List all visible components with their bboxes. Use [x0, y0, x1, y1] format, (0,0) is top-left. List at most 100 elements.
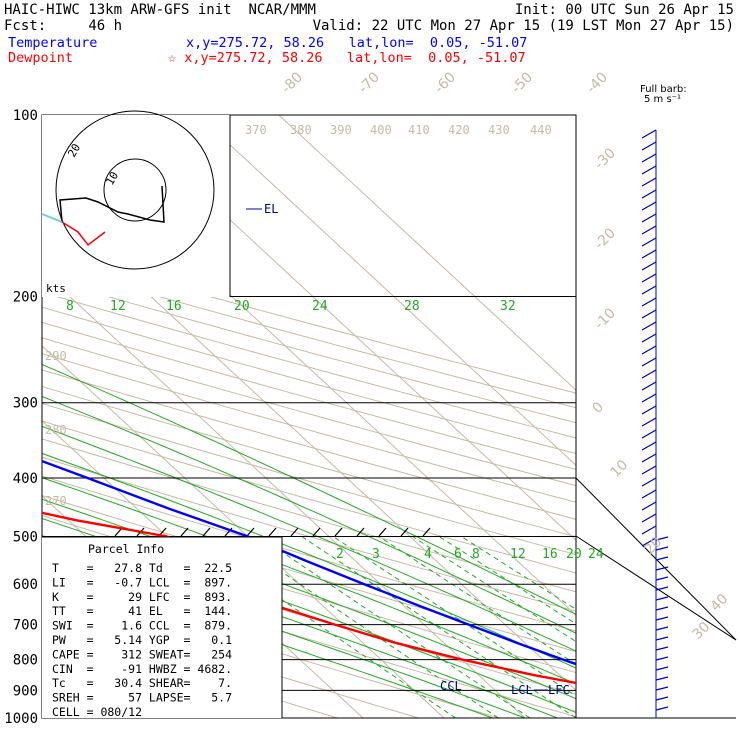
dry-adiabat-line — [42, 475, 576, 632]
isotherm-label: 0 — [590, 399, 608, 417]
wind-barb — [641, 201, 657, 211]
wind-barb — [655, 616, 669, 621]
wind-barb — [641, 465, 657, 475]
wind-barb — [641, 369, 657, 379]
hatch-mark — [268, 527, 277, 537]
wind-barb — [655, 666, 669, 671]
hatch-mark — [246, 527, 255, 537]
parcel-info-title: Parcel Info — [88, 542, 164, 556]
init-time: Init: 00 UTC Sun 26 Apr 15 — [514, 2, 734, 18]
hatch-mark — [334, 527, 343, 537]
isotherm-label: -70 — [356, 69, 383, 96]
header-line-2: Fcst: 46 h — [4, 18, 122, 34]
dry-adiabat-line — [42, 263, 576, 409]
mixing-ratio-label: 16 — [542, 547, 558, 562]
isotherm-line — [278, 115, 576, 391]
wind-barb — [641, 405, 657, 415]
fcst-value: 46 h — [88, 18, 123, 34]
wind-barb — [655, 596, 669, 601]
mixing-ratio-line — [332, 536, 576, 697]
wind-barb — [655, 606, 669, 611]
wind-barb — [641, 321, 657, 331]
wind-barb — [641, 273, 657, 283]
wind-barb — [641, 489, 657, 499]
wind-barb — [655, 546, 669, 551]
hodograph-units: kts — [46, 282, 66, 295]
pressure-tick-label: 700 — [13, 618, 38, 634]
mixing-ratio-label: 24 — [312, 299, 328, 314]
isotherm-line — [42, 345, 445, 718]
hatch-mark — [202, 527, 211, 537]
wind-barb — [641, 249, 657, 259]
isotherm-label: 20 — [642, 534, 666, 558]
valid-time: Valid: 22 UTC Mon 27 Apr 15 (19 LST Mon … — [312, 18, 734, 34]
theta-label: 420 — [448, 123, 470, 137]
wind-barb — [641, 513, 657, 523]
parcel-row: CAPE = 312 SWEAT= 254 — [52, 647, 232, 661]
pressure-tick-label: 100 — [13, 108, 38, 124]
hatch-mark — [400, 527, 409, 537]
level-label-el: EL — [264, 202, 278, 216]
wind-barb — [641, 237, 657, 247]
temperature-latlon: 0.05, -51.07 — [429, 35, 528, 51]
mixing-ratio-line — [301, 536, 576, 718]
mixing-ratio-label: 32 — [500, 299, 516, 314]
mixing-ratio-label: 6 — [454, 547, 462, 562]
theta-label: 440 — [530, 123, 552, 137]
legend-temperature-xy: x,y=275.72, 58.26 lat,lon= 0.05, -51.07 — [186, 35, 527, 51]
pressure-tick-label: 800 — [13, 653, 38, 669]
wind-barb — [655, 636, 669, 641]
org-label: NCAR/MMM — [248, 2, 316, 18]
wind-barb — [655, 696, 669, 701]
hatch-mark — [378, 527, 387, 537]
isotherm-label: -60 — [432, 69, 459, 96]
wind-barb — [641, 357, 657, 367]
hodograph-ring-label: 10 — [103, 170, 121, 188]
theta-label: 390 — [330, 123, 352, 137]
dry-adiabat-line — [42, 249, 576, 394]
theta-label: 430 — [488, 123, 510, 137]
wind-barb — [641, 381, 657, 391]
isotherm-label: -30 — [592, 145, 619, 172]
parcel-row: LI = -0.7 LCL = 897. — [52, 575, 232, 589]
hatch-mark — [180, 527, 189, 537]
pressure-tick-label: 1000 — [4, 711, 38, 727]
temperature-label: Temperature — [8, 35, 98, 51]
isotherm-label: -50 — [509, 69, 536, 96]
mixing-ratio-label: 12 — [510, 547, 526, 562]
mixing-ratio-line — [438, 536, 576, 625]
wind-barb — [655, 676, 669, 681]
wind-barb — [641, 213, 657, 223]
mixing-ratio-label: 24 — [588, 547, 604, 562]
wind-barb — [641, 333, 657, 343]
dewpoint-label: Dewpoint — [8, 50, 74, 66]
level-label-ccl: CCL — [440, 679, 462, 693]
wind-barb — [641, 189, 657, 199]
dry-adiabat-line — [42, 438, 576, 593]
mixing-ratio-label: 20 — [566, 547, 582, 562]
wind-barb — [641, 537, 657, 547]
parcel-row: CIN = -91 HWBZ = 4682. — [52, 662, 232, 676]
wind-barb — [655, 686, 669, 691]
isotherm-label: 10 — [608, 457, 632, 481]
parcel-row: Tc = 30.4 SHEAR= 7. — [52, 676, 232, 690]
legend-dewpoint-xy: ☆ x,y=275.72, 58.26 lat,lon= 0.05, -51.0… — [168, 50, 526, 66]
mixing-ratio-label: 16 — [166, 299, 182, 314]
wind-barb — [641, 297, 657, 307]
wind-barb — [641, 177, 657, 187]
wind-barb — [641, 477, 657, 487]
dry-adiabat-line — [42, 456, 576, 612]
mixing-ratio-line — [412, 536, 576, 643]
isotherm-label: 40 — [708, 591, 732, 615]
pressure-tick-label: 200 — [13, 290, 38, 306]
wind-barb — [655, 706, 669, 711]
wind-barb — [641, 129, 657, 139]
mixing-ratio-label: 12 — [110, 299, 126, 314]
mixing-ratio-line — [461, 536, 576, 610]
mixing-ratio-label: 28 — [404, 299, 420, 314]
wind-barb — [655, 576, 669, 581]
hodograph-bg — [42, 115, 230, 297]
model-title: HAIC-HIWC 13km ARW-GFS init — [4, 2, 232, 18]
wind-barb — [655, 586, 669, 591]
wind-barb — [641, 429, 657, 439]
